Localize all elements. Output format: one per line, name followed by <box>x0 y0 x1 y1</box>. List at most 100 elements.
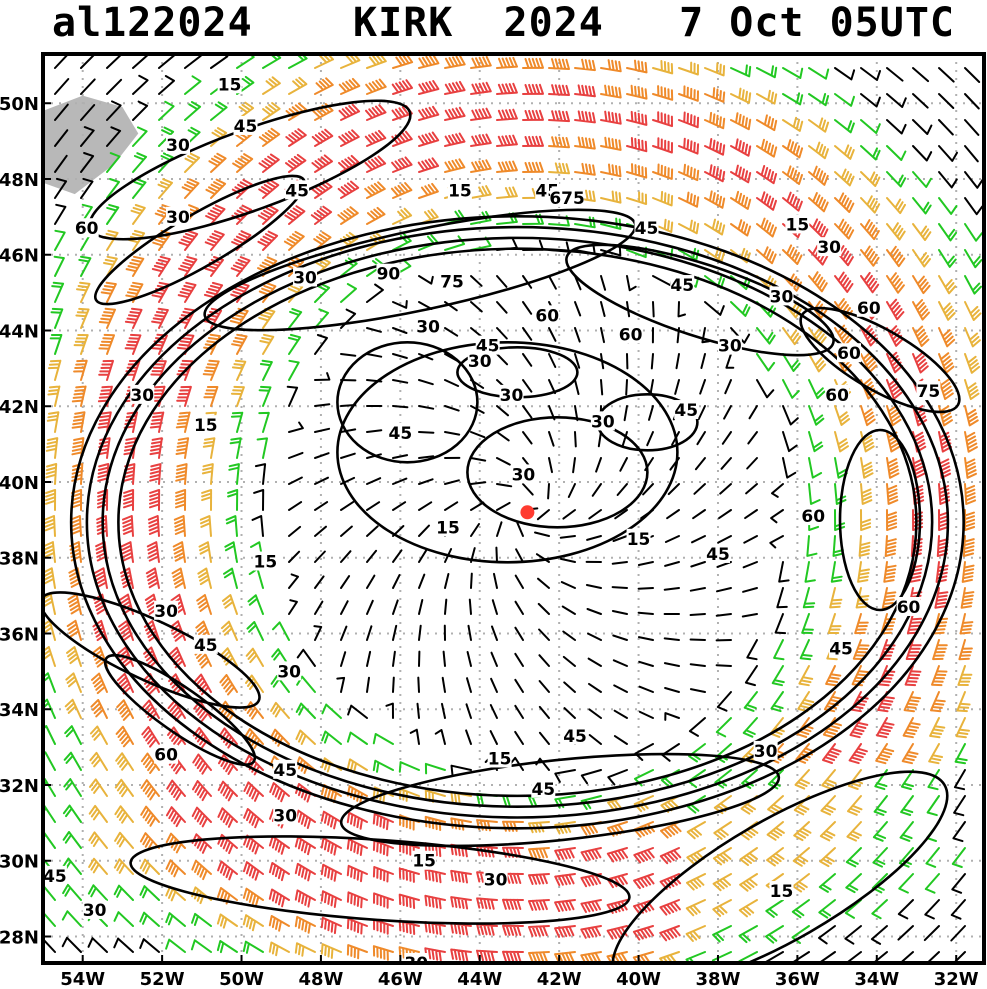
contour-label: 15 <box>488 749 512 769</box>
wind-barb <box>139 832 160 851</box>
wind-barb <box>98 359 114 381</box>
contour-label-bg <box>412 850 437 870</box>
wind-barb <box>666 509 680 520</box>
wind-barb <box>903 691 922 713</box>
wind-barb <box>210 101 228 121</box>
wind-barb <box>678 111 700 129</box>
wind-barb <box>964 145 979 163</box>
wind-barb <box>196 594 212 615</box>
wind-barb <box>606 847 629 863</box>
wind-barb <box>366 429 383 433</box>
wind-barb <box>638 710 654 719</box>
wind-barb <box>554 821 576 835</box>
wind-barb <box>782 327 802 346</box>
wind-barb <box>554 873 576 887</box>
wind-barb <box>834 245 854 267</box>
wind-barb <box>90 699 108 719</box>
lat-tick-label: 36N <box>0 624 39 645</box>
wind-barb <box>202 359 220 381</box>
contour-label-bg <box>217 74 242 94</box>
wind-barb <box>600 275 607 291</box>
wind-barb <box>801 613 814 634</box>
wind-barb <box>496 431 510 442</box>
wind-barb <box>124 307 143 329</box>
contour-inner <box>336 340 479 464</box>
wind-barb <box>574 301 582 317</box>
wind-barb <box>140 752 160 774</box>
wind-barb <box>502 924 524 936</box>
wind-barb <box>677 301 686 318</box>
wind-barb <box>366 327 382 333</box>
wind-barb <box>905 639 922 660</box>
wind-barb <box>742 717 758 738</box>
wind-barb <box>696 431 706 446</box>
wind-barb <box>63 751 82 771</box>
wind-barb <box>686 821 706 840</box>
contour-label: 30 <box>591 412 615 432</box>
wind-barb <box>522 301 533 315</box>
wind-barb <box>366 283 384 303</box>
wind-barb <box>955 717 970 739</box>
contour-label-bg <box>499 384 524 404</box>
wind-barb <box>132 126 148 147</box>
wind-barb <box>113 884 134 901</box>
wind-barb <box>320 943 342 959</box>
contour-label-bg <box>439 271 464 291</box>
wind-barb <box>600 136 622 151</box>
wind-barb <box>522 83 544 95</box>
wind-barb <box>62 831 82 849</box>
wind-barb <box>912 299 930 321</box>
contour-label-bg <box>801 506 826 526</box>
wind-barb <box>243 861 264 881</box>
wind-barb <box>648 405 654 421</box>
wind-barb <box>782 431 798 453</box>
wind-barb <box>730 138 752 157</box>
wind-barb <box>574 379 580 395</box>
contour-label-bg <box>511 464 536 484</box>
wind-barb <box>730 301 751 317</box>
wind-barb <box>860 405 876 427</box>
wind-barb <box>574 189 596 202</box>
wind-barb <box>468 598 472 615</box>
wind-barb <box>364 129 387 147</box>
wind-barb <box>514 652 524 667</box>
lat-tick-label: 38N <box>0 549 39 570</box>
contour-label-bg <box>435 517 460 537</box>
wind-barb <box>600 110 622 125</box>
wind-barb <box>208 152 227 173</box>
wind-barb <box>80 126 95 147</box>
wind-barb <box>470 81 492 95</box>
wind-barb <box>964 249 983 269</box>
wind-barb <box>764 951 784 963</box>
wind-barb <box>860 93 881 108</box>
wind-barb <box>227 489 239 511</box>
wind-barb <box>712 899 732 917</box>
wind-barb <box>245 647 264 667</box>
wind-barb <box>886 197 906 215</box>
wind-barb <box>269 782 290 803</box>
wind-barb <box>98 333 115 355</box>
wind-barb <box>756 138 778 158</box>
contour-label-bg <box>590 411 615 431</box>
wind-barb <box>745 483 758 495</box>
wind-barb <box>528 899 550 911</box>
wind-barb <box>886 145 907 161</box>
wind-barb <box>43 567 56 589</box>
wind-barb <box>314 427 331 433</box>
wind-barb <box>873 795 888 816</box>
wind-barb <box>743 691 758 712</box>
wind-barb <box>54 229 66 251</box>
wind-barb <box>392 624 398 641</box>
wind-barb <box>522 109 544 121</box>
wind-barb <box>314 77 334 95</box>
wind-barb <box>204 230 225 251</box>
contour-label-bg <box>535 305 560 325</box>
wind-barb <box>284 205 306 225</box>
wind-barb <box>857 561 870 583</box>
wind-barb <box>611 610 628 615</box>
wind-barb <box>626 163 648 179</box>
wind-barb <box>496 82 518 95</box>
wind-barb <box>216 913 238 929</box>
land-mass <box>43 95 139 195</box>
latitude-ticks: 50N 48N 46N 44N 42N 40N 38N 36N 34N 32N 30N 28N <box>0 94 51 948</box>
